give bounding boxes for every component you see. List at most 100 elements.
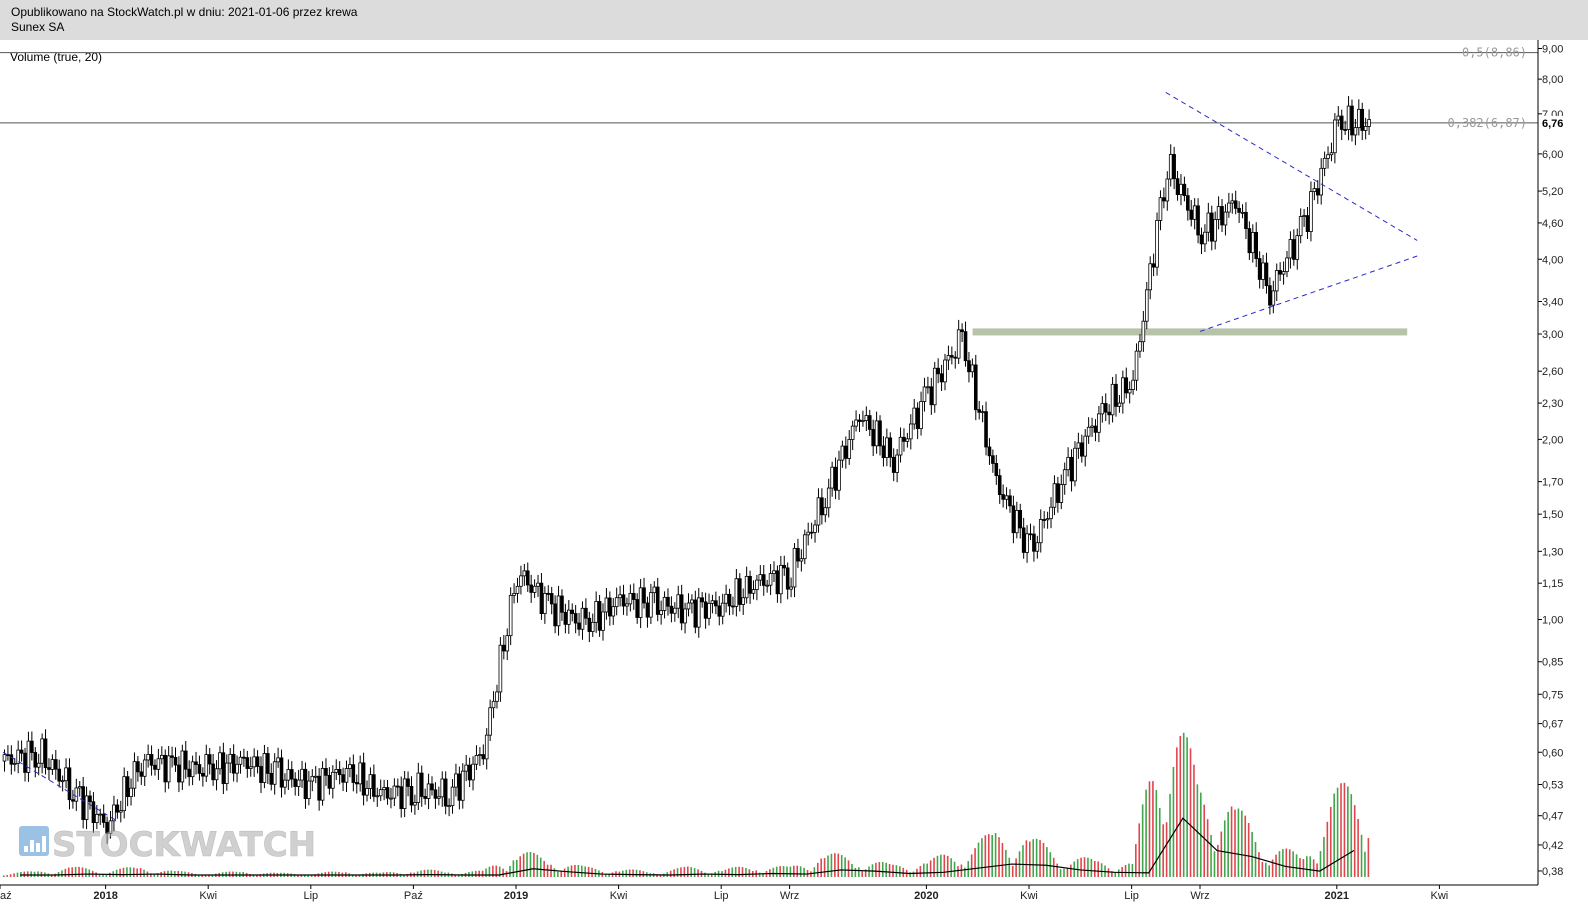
- candle-body: [454, 773, 458, 788]
- volume-bar: [1319, 851, 1322, 877]
- candle-body: [1315, 188, 1320, 196]
- candle-body: [467, 764, 472, 781]
- y-tick-label: 0,47: [1542, 811, 1563, 823]
- candle-body: [402, 778, 407, 809]
- volume-bar: [981, 838, 983, 877]
- candle-body: [255, 756, 260, 767]
- candle-body: [997, 475, 1002, 495]
- volume-bar: [1097, 861, 1099, 877]
- watermark-bar: [30, 840, 34, 852]
- candle-body: [262, 753, 267, 783]
- volume-bar: [570, 865, 573, 877]
- volume-bar: [1158, 808, 1161, 877]
- candle-body: [478, 754, 482, 756]
- candle-body: [224, 762, 229, 784]
- candle-body: [498, 644, 503, 693]
- volume-bar: [1165, 822, 1168, 877]
- volume-bar: [577, 865, 580, 877]
- candle-body: [324, 768, 328, 776]
- candle-body: [385, 787, 390, 799]
- candle-body: [450, 786, 455, 807]
- candle-body: [563, 611, 568, 625]
- candle-body: [248, 766, 253, 769]
- volume-bar: [919, 865, 922, 877]
- candle-body: [635, 599, 639, 618]
- volume-bar: [235, 871, 238, 877]
- volume-bar: [1114, 872, 1117, 877]
- candle-body: [372, 774, 376, 797]
- watermark-bar: [24, 846, 28, 852]
- candle-body: [1093, 425, 1098, 433]
- volume-bar: [211, 874, 214, 877]
- volume-bar: [1182, 732, 1185, 877]
- volume-bar: [1206, 819, 1209, 877]
- candle-body: [1158, 197, 1163, 221]
- candle-body: [221, 752, 226, 784]
- volume-bar: [536, 854, 539, 877]
- candle-body: [40, 738, 44, 764]
- volume-bar: [471, 871, 474, 877]
- candle-body: [631, 592, 636, 600]
- candle-body: [1213, 219, 1217, 242]
- support-zone: [972, 328, 1408, 336]
- candle-body: [447, 805, 451, 808]
- candle-body: [1329, 152, 1334, 156]
- candle-body: [714, 600, 718, 607]
- x-tick-label: Lip: [303, 890, 318, 902]
- volume-bar: [1080, 857, 1082, 877]
- volume-bar: [1005, 849, 1007, 877]
- candle-body: [1305, 215, 1310, 232]
- volume-bar: [1093, 860, 1096, 877]
- y-tick-label: 1,30: [1542, 546, 1563, 558]
- volume-bar: [823, 858, 826, 877]
- volume-bar: [509, 865, 511, 877]
- candle-body: [502, 644, 506, 652]
- volume-bar: [427, 869, 429, 877]
- candle-body: [334, 769, 339, 773]
- volume-bar: [1223, 820, 1226, 877]
- volume-bar: [1268, 865, 1270, 877]
- y-tick-label: 2,30: [1542, 398, 1563, 410]
- candle-body: [546, 592, 551, 595]
- volume-bar: [861, 871, 864, 877]
- volume-bar: [1011, 865, 1014, 877]
- volume-bar: [1312, 859, 1315, 877]
- volume-bar: [314, 874, 316, 877]
- candle-body: [874, 420, 879, 447]
- candle-body: [1251, 232, 1255, 254]
- candle-body: [649, 592, 653, 618]
- candle-body: [320, 768, 325, 801]
- volume-bar: [639, 870, 641, 877]
- candle-body: [190, 761, 195, 778]
- x-tick-label: Wrz: [1190, 890, 1209, 902]
- volume-bar: [474, 870, 477, 877]
- volume-bar: [1254, 841, 1257, 877]
- candle-body: [399, 786, 404, 809]
- volume-bar: [78, 866, 80, 877]
- candle-body: [1025, 533, 1029, 553]
- volume-bar: [406, 874, 409, 877]
- candle-body: [580, 607, 585, 630]
- candle-body: [850, 425, 855, 440]
- candle-body: [1237, 207, 1241, 213]
- candle-body: [419, 772, 424, 797]
- volume-bar: [779, 866, 781, 877]
- candle-body: [891, 456, 896, 473]
- price-tag-bg: [1540, 115, 1570, 129]
- volume-bar: [957, 866, 959, 877]
- candle-body: [464, 764, 468, 772]
- candle-body: [748, 575, 752, 594]
- x-tick-label: Wrz: [780, 890, 799, 902]
- candle-body: [573, 613, 578, 624]
- candle-body: [1117, 402, 1122, 407]
- volume-bar: [560, 870, 563, 877]
- volume-bar: [1189, 748, 1192, 877]
- candle-body: [207, 754, 212, 765]
- candle-body: [409, 786, 414, 806]
- candle-body: [881, 445, 886, 458]
- candle-body: [1206, 212, 1211, 233]
- candle-body: [1281, 271, 1286, 275]
- volume-bar: [707, 874, 710, 877]
- candle-body: [112, 804, 116, 822]
- candle-body: [560, 595, 564, 613]
